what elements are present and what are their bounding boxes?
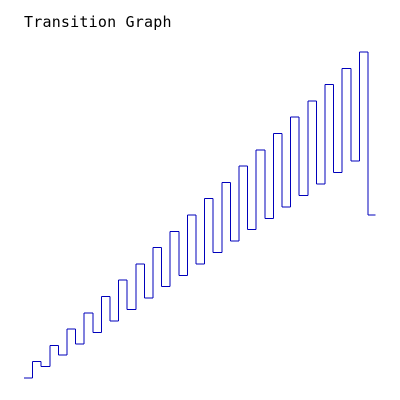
step-series: [24, 51, 376, 379]
chart-title: Transition Graph: [24, 13, 172, 31]
